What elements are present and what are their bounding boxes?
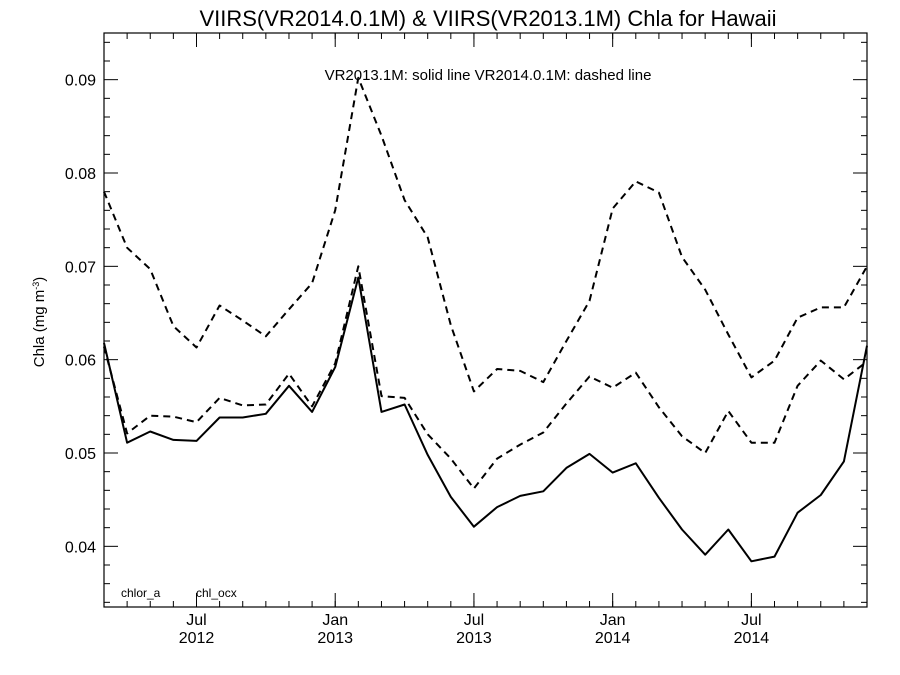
y-axis-label-text: Chla (mg m [31,290,48,368]
x-tick-label-month: Jul [464,612,484,629]
x-tick-label-year: 2014 [595,630,631,647]
x-tick-label-year: 2012 [179,630,215,647]
y-tick-label: 0.06 [65,353,96,370]
y-axis-label-superscript: -3 [31,282,41,290]
y-axis-label-close: ) [31,277,48,282]
chart-title: VIIRS(VR2014.0.1M) & VIIRS(VR2013.1M) Ch… [199,6,776,31]
series-line-3-dashed [103,76,868,393]
y-tick-label: 0.04 [65,539,96,556]
y-tick-label: 0.05 [65,446,96,463]
series-line-1-solid [103,276,868,563]
x-tick-label-year: 2013 [317,630,353,647]
y-axis: 0.04 0.05 0.06 0.07 0.08 0.09 [65,41,867,603]
legend-label-chl-ocx: chl_ocx [196,586,237,600]
y-tick-label: 0.07 [65,259,96,276]
y-tick-label: 0.09 [65,73,96,90]
plot-border [103,32,868,608]
series-lines [103,76,868,563]
x-tick-label-month: Jan [600,612,626,629]
x-tick-label-year: 2014 [734,630,770,647]
legend-label-chlor-a: chlor_a [121,586,161,600]
y-tick-label: 0.08 [65,166,96,183]
x-tick-label-month: Jul [186,612,206,629]
x-tick-label-year: 2013 [456,630,492,647]
plot-frame [103,32,868,608]
y-axis-label: Chla (mg m-3) [31,277,48,368]
x-tick-label-month: Jan [322,612,348,629]
line-style-annotation: VR2013.1M: solid line VR2014.0.1M: dashe… [325,67,652,84]
x-tick-label-month: Jul [741,612,761,629]
series-line-2-dashed [103,265,868,490]
